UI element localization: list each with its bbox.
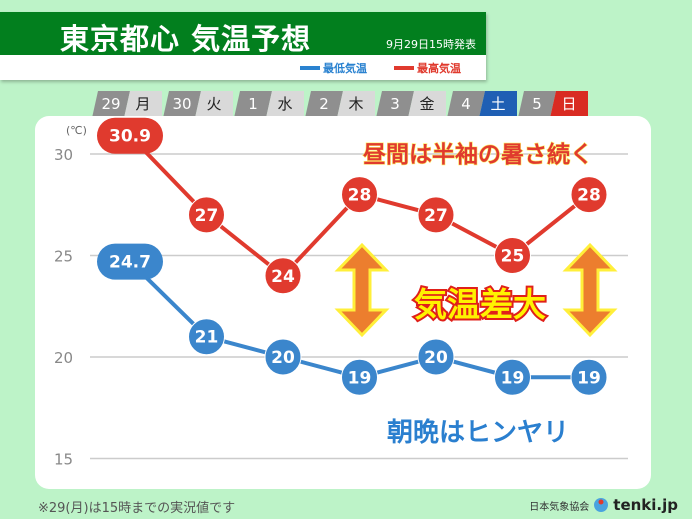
y-tick-label: 25 [54,248,73,266]
y-tick-label: 30 [54,146,73,164]
y-tick-label: 20 [54,349,73,367]
data-label: 28 [348,186,372,206]
day-number: 3 [376,91,414,118]
data-label: 27 [195,206,219,226]
title-bar: 東京都心 気温予想 9月29日15時発表 [0,12,486,56]
data-point: 24.7 [97,243,163,280]
data-point: 20 [264,338,302,376]
data-point: 19 [494,358,531,396]
unit-label: (℃) [66,124,87,137]
day-number: 29 [92,91,130,118]
annotation-day: 昼間は半袖の暑さ続く [363,141,593,168]
data-point: 30.9 [97,117,163,154]
brand-name: tenki.jp [613,496,678,514]
chart-panel [35,116,651,489]
data-point: 20 [417,338,455,376]
data-label: 27 [424,206,448,226]
tenki-logo-icon [594,498,609,512]
day-number: 5 [518,91,556,118]
day-of-week: 月 [124,91,162,118]
data-label: 21 [195,328,219,348]
footnote: ※29(月)は15時までの実況値です [38,501,236,516]
data-label: 20 [271,348,295,368]
data-point: 25 [494,237,531,274]
legend-max: 最高気温 [394,60,461,76]
day-of-week: 水 [266,91,304,118]
day-number: 2 [305,91,343,118]
day-tab: 30 火 [163,91,233,118]
annotation-diff: 気温差大 [414,285,546,324]
data-point: 24 [264,257,302,295]
data-label: 19 [501,368,525,388]
data-label: 20 [424,348,448,368]
data-label: 24.7 [109,253,151,273]
data-label: 19 [348,368,372,388]
data-point: 19 [341,358,378,396]
day-of-week: 土 [479,91,517,118]
data-point: 27 [417,196,455,234]
data-label: 25 [501,247,525,267]
legend-min: 最低気温 [300,60,367,76]
day-of-week: 火 [195,91,233,118]
org-name: 日本気象協会 [529,501,590,513]
double-arrow-icon [562,242,618,338]
day-of-week: 日 [550,91,588,118]
data-label: 19 [577,368,601,388]
data-label: 24 [271,267,295,287]
data-point: 27 [188,196,225,234]
data-point: 19 [570,358,608,396]
annotation-night: 朝晩はヒンヤリ [387,417,569,448]
y-tick-label: 15 [54,451,73,469]
day-of-week: 木 [337,91,375,118]
data-point: 21 [188,318,225,356]
data-point: 28 [570,176,608,214]
data-point: 28 [341,176,378,214]
data-label: 30.9 [109,127,151,147]
double-arrow-icon [334,242,390,338]
day-of-week: 金 [408,91,446,118]
day-number: 30 [163,91,201,118]
data-label: 28 [577,186,601,206]
day-number: 1 [234,91,272,118]
credit: 日本気象協会 tenki.jp [529,496,678,514]
day-number: 4 [447,91,485,118]
day-strip: 29 月 30 火 1 水 2 木 3 金 4 土 5 日 [92,91,589,118]
day-tab: 29 月 [92,91,162,118]
issued-time: 9月29日15時発表 [386,38,476,51]
title-box: 東京都心 気温予想 9月29日15時発表 最低気温 最高気温 [0,12,486,80]
page-title: 東京都心 気温予想 [60,22,312,56]
